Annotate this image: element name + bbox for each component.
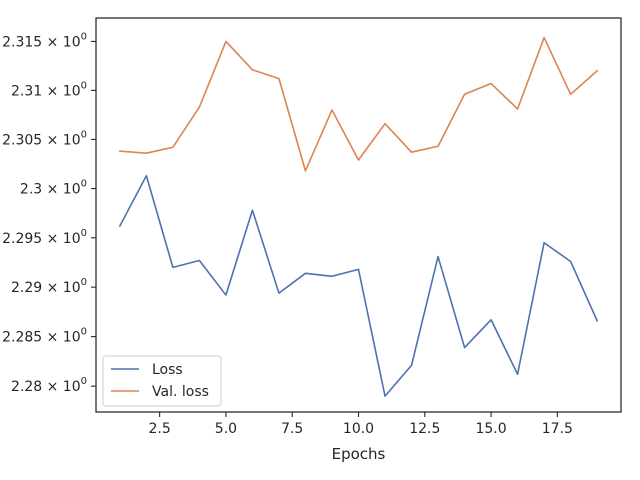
series-line-val-loss [119,36,599,172]
legend: Loss Val. loss [102,355,222,407]
x-tick-label: 17.5 [542,421,573,437]
legend-label: Val. loss [152,384,209,400]
y-tick-label: 2.3 × 100 [20,179,87,198]
x-tick-label: 5.0 [215,421,237,437]
y-tick-label: 2.29 × 100 [11,277,87,296]
x-tick-label: 15.0 [475,421,506,437]
x-tick-label: 7.5 [281,421,303,437]
x-tick-label: 12.5 [409,421,440,437]
y-tick-label: 2.28 × 100 [11,376,87,395]
x-axis: 2.5 5.0 7.5 10.0 12.5 15.0 17.5 [149,412,573,437]
x-axis-label: Epochs [332,445,386,463]
y-axis: 2.28 × 100 2.285 × 100 2.29 × 100 2.295 × 1… [2,31,96,395]
y-tick-label: 2.295 × 100 [2,228,87,247]
y-tick-label: 2.315 × 100 [2,31,87,50]
series-line-loss [118,174,599,397]
y-tick-label: 2.31 × 100 [11,80,87,99]
legend-label: Loss [152,362,183,378]
y-tick-label: 2.305 × 100 [2,129,87,148]
y-tick-label: 2.285 × 100 [2,327,87,346]
x-tick-label: 2.5 [149,421,171,437]
x-tick-label: 10.0 [343,421,374,437]
plot-lines [118,36,599,397]
plot-frame [95,17,622,413]
